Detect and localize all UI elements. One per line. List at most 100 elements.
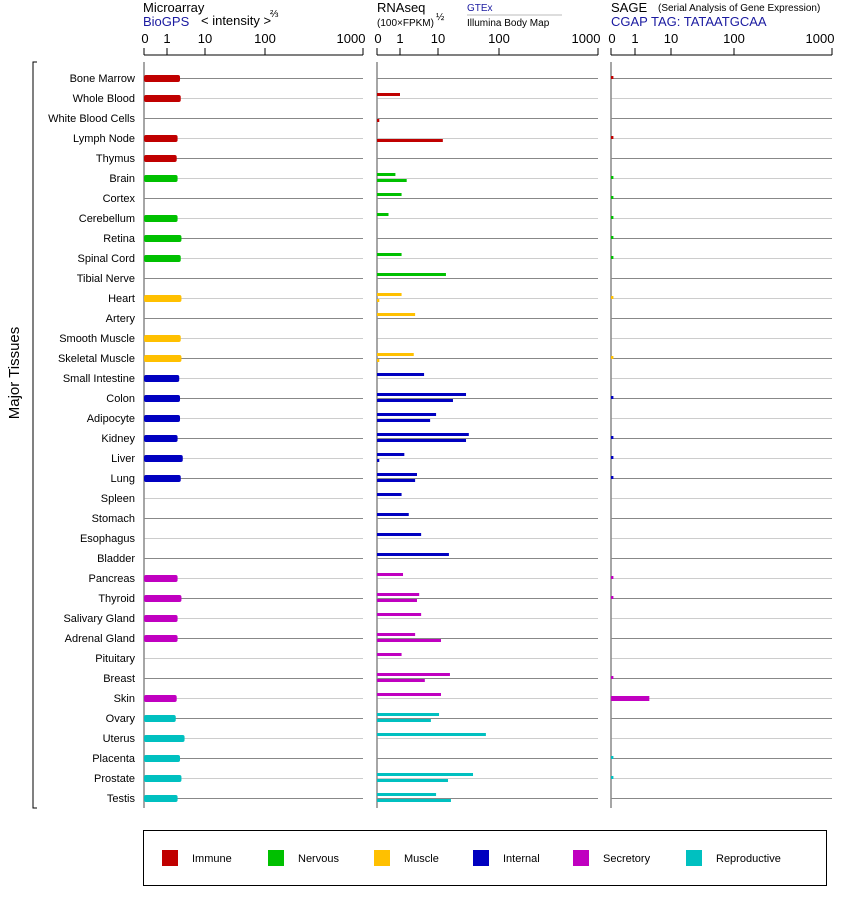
- gtex-bar: [377, 433, 469, 436]
- gtex-source-link[interactable]: GTEx: [467, 3, 493, 14]
- microarray-source-link[interactable]: BioGPS: [143, 14, 190, 29]
- sage-tick-label: 1000: [806, 31, 835, 46]
- microarray-bar: [144, 415, 181, 422]
- microarray-tick-label: 10: [198, 31, 212, 46]
- tissue-label: Heart: [108, 293, 135, 305]
- microarray-bar: [144, 175, 178, 182]
- sage-subtitle: (Serial Analysis of Gene Expression): [658, 3, 820, 14]
- microarray-tick-label: 100: [254, 31, 276, 46]
- sage-bar: [611, 456, 614, 459]
- sage-tag-link[interactable]: CGAP TAG: TATAATGCAA: [611, 14, 767, 29]
- sage-bar: [611, 756, 614, 759]
- sage-bar: [611, 76, 614, 79]
- gtex-bar: [377, 513, 409, 516]
- illumina-bar: [377, 439, 467, 442]
- microarray-bar: [144, 635, 178, 642]
- microarray-bar: [144, 235, 182, 242]
- tissue-label: Stomach: [92, 513, 135, 525]
- tissue-label: Salivary Gland: [63, 613, 135, 625]
- tissue-label: Lung: [111, 473, 135, 485]
- microarray-bar: [144, 695, 177, 702]
- tissue-label: Retina: [103, 233, 136, 245]
- gtex-bar: [377, 673, 450, 676]
- microarray-bar: [144, 475, 181, 482]
- gtex-bar: [377, 353, 414, 356]
- microarray-tick-label: 1: [163, 31, 170, 46]
- sage-tick-label: 10: [664, 31, 678, 46]
- axes: 0 1 10 100 1000 0 1 10 100 1000 0 1 10 100 1000: [141, 31, 834, 808]
- tissue-label: Thymus: [96, 153, 136, 165]
- illumina-bar: [377, 459, 380, 462]
- tissue-label: Esophagus: [80, 533, 136, 545]
- legend-swatch: [268, 850, 284, 866]
- microarray-bar: [144, 615, 178, 622]
- microarray-bar: [144, 595, 182, 602]
- gtex-bar: [377, 173, 396, 176]
- tissue-label: Breast: [103, 673, 135, 685]
- sage-bar: [611, 596, 614, 599]
- tissue-label: Cerebellum: [79, 213, 135, 225]
- sage-bar: [611, 176, 614, 179]
- gtex-bar: [377, 293, 402, 296]
- sage-bar: [611, 236, 614, 239]
- tissue-label: Small Intestine: [63, 373, 135, 385]
- gtex-bar: [377, 573, 404, 576]
- illumina-bar: [377, 299, 380, 302]
- microarray-bar: [144, 135, 178, 142]
- sage-tick-label: 1: [631, 31, 638, 46]
- gtex-bar: [377, 613, 422, 616]
- tissue-bracket: [32, 61, 37, 809]
- gtex-bar: [377, 93, 400, 96]
- gtex-bar: [377, 693, 442, 696]
- sage-header: SAGE (Serial Analysis of Gene Expression…: [611, 0, 820, 29]
- illumina-bar: [377, 179, 407, 182]
- microarray-bar: [144, 95, 181, 102]
- sage-bar: [611, 676, 614, 679]
- tissue-label: Pancreas: [89, 573, 136, 585]
- sage-bar: [611, 356, 614, 359]
- rnaseq-unit: (100×FPKM): [377, 18, 434, 29]
- illumina-bar: [377, 799, 451, 802]
- microarray-bar: [144, 255, 181, 262]
- tissue-label: Prostate: [94, 773, 135, 785]
- gtex-bar: [377, 593, 420, 596]
- microarray-bar: [144, 295, 182, 302]
- legend-swatch: [162, 850, 178, 866]
- rnaseq-unit-exponent: ½: [436, 12, 445, 23]
- gtex-bar: [377, 273, 446, 276]
- microarray-tick-label: 0: [141, 31, 148, 46]
- illumina-bar: [377, 719, 431, 722]
- tissue-label: Smooth Muscle: [59, 333, 135, 345]
- rnaseq-tick-label: 1000: [572, 31, 601, 46]
- microarray-tick-label: 1000: [337, 31, 366, 46]
- legend-label: Immune: [192, 853, 232, 865]
- legend-swatch: [573, 850, 589, 866]
- sage-tick-label: 100: [723, 31, 745, 46]
- gtex-bar: [377, 313, 416, 316]
- gtex-bar: [377, 493, 402, 496]
- legend-swatch: [473, 850, 489, 866]
- microarray-bar: [144, 375, 180, 382]
- illumina-bar: [377, 679, 425, 682]
- rnaseq-tick-label: 1: [396, 31, 403, 46]
- legend-label: Internal: [503, 853, 540, 865]
- tissue-label: Uterus: [103, 733, 136, 745]
- illumina-bar: [377, 779, 449, 782]
- microarray-title: Microarray: [143, 0, 205, 15]
- rnaseq-tick-label: 10: [431, 31, 445, 46]
- gtex-bar: [377, 253, 402, 256]
- microarray-bar: [144, 575, 178, 582]
- illumina-bar: [377, 139, 443, 142]
- legend-swatch: [374, 850, 390, 866]
- tissue-label: Spinal Cord: [78, 253, 135, 265]
- illumina-bar: [377, 639, 442, 642]
- gtex-bar: [377, 713, 440, 716]
- gtex-bar: [377, 453, 405, 456]
- tissue-label: Liver: [111, 453, 135, 465]
- sage-bar: [611, 436, 614, 439]
- illumina-bar: [377, 419, 431, 422]
- tissue-label: Kidney: [101, 433, 135, 445]
- tissue-label: Adrenal Gland: [65, 633, 135, 645]
- tissue-label: Skin: [114, 693, 135, 705]
- bars: [144, 75, 650, 802]
